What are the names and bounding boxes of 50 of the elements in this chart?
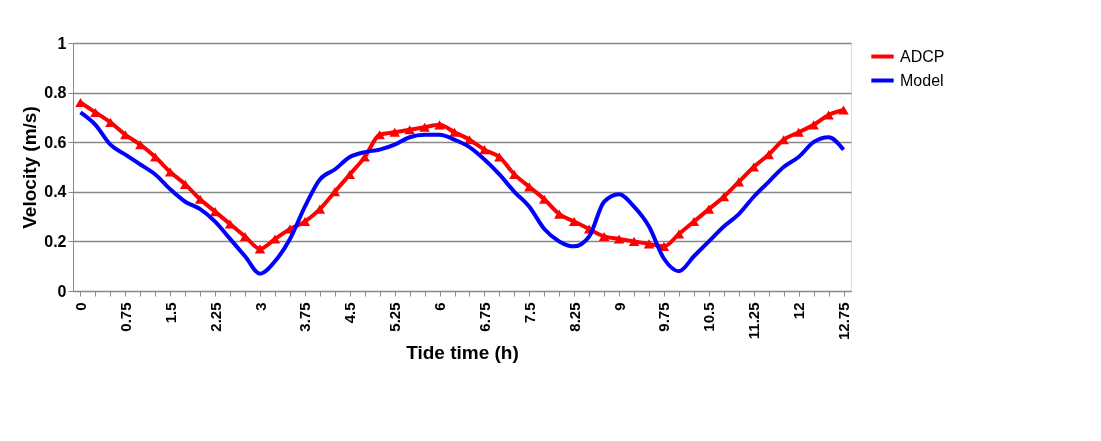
point [419, 122, 430, 132]
point [793, 127, 804, 137]
y-tick-label: 0.8 [44, 84, 67, 102]
point [823, 110, 834, 120]
x-tick-label: 9 [610, 302, 628, 311]
point [643, 239, 655, 249]
x-tick-label: 8.25 [565, 302, 583, 332]
legend-label: ADCP [900, 47, 945, 65]
point [838, 105, 849, 115]
x-tick-label: 12 [790, 302, 808, 320]
point [434, 120, 445, 130]
y-tick-label: 0.4 [44, 183, 67, 201]
x-tick-label: 3.75 [296, 302, 314, 332]
y-tick-label: 0 [57, 282, 67, 300]
x-tick-label: 6.75 [475, 302, 493, 332]
point [449, 127, 460, 137]
point [254, 244, 266, 254]
point [464, 135, 475, 145]
y-tick-label: 0.2 [44, 232, 67, 250]
x-tick-label: 0 [71, 302, 89, 311]
y-tick-label: 0.6 [44, 133, 67, 151]
point [554, 209, 565, 219]
point [404, 125, 415, 135]
line-series [78, 110, 846, 276]
point [479, 145, 490, 155]
legend-label: Model [900, 71, 944, 89]
x-tick-label: 1.5 [161, 302, 179, 324]
y-axis-title: Velocity (m/s) [19, 106, 41, 229]
x-tick-label: 7.5 [520, 302, 538, 324]
point [808, 120, 819, 130]
point [344, 169, 356, 179]
y-tick-label: 1 [57, 34, 67, 52]
x-tick-label: 6 [431, 302, 449, 311]
x-tick-label: 3 [251, 302, 269, 311]
x-tick-label: 5.25 [386, 302, 404, 332]
x-tick-label: 0.75 [116, 302, 134, 332]
x-tick-label: 11.25 [745, 302, 763, 340]
x-tick-label: 4.5 [341, 302, 359, 324]
point [628, 236, 640, 246]
x-axis-title: Tide time (h) [406, 342, 519, 364]
point [598, 231, 610, 241]
x-tick-label: 2.25 [206, 302, 224, 332]
point [389, 127, 400, 137]
x-tick-label: 12.75 [835, 302, 853, 341]
point [613, 234, 625, 244]
x-tick-label: 10.5 [700, 302, 718, 332]
point [568, 217, 580, 227]
x-tick-label: 9.75 [655, 302, 673, 332]
point [120, 130, 131, 140]
point [329, 187, 341, 197]
